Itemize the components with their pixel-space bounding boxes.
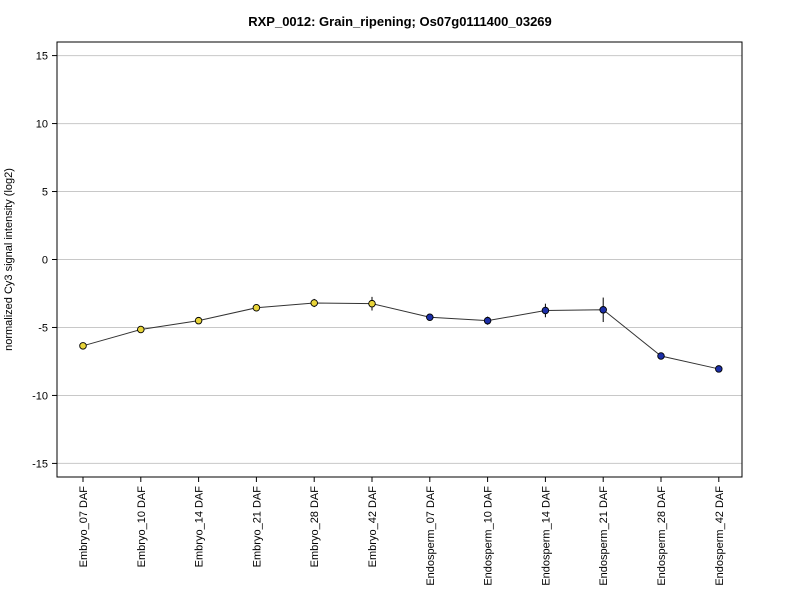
x-tick-label: Embryo_14 DAF (194, 486, 206, 568)
y-axis: 15 10 5 0 -5 -10 -15 (32, 51, 57, 470)
data-point (599, 306, 607, 314)
x-tick-label: Endosperm_28 DAF (656, 486, 668, 586)
x-tick-label: Endosperm_42 DAF (714, 486, 726, 586)
data-point (368, 299, 376, 308)
data-point (657, 352, 665, 360)
x-tick-label: Embryo_21 DAF (251, 486, 263, 568)
y-tick-label: 0 (42, 255, 48, 267)
y-tick-label: 15 (36, 51, 48, 63)
data-point (483, 316, 492, 325)
x-tick-label: Embryo_07 DAF (78, 486, 90, 568)
x-tick-label: Endosperm_10 DAF (483, 486, 495, 586)
data-point (426, 313, 434, 322)
series (79, 296, 723, 373)
plot-frame (56, 41, 743, 478)
x-tick-label: Endosperm_21 DAF (598, 486, 610, 586)
data-point (194, 316, 203, 325)
x-tick-label: Embryo_42 DAF (367, 486, 379, 568)
series-line (82, 302, 719, 370)
data-point (79, 342, 87, 350)
x-tick-label: Embryo_28 DAF (309, 486, 321, 568)
y-tick-label: -10 (32, 390, 48, 402)
data-point (310, 299, 318, 307)
data-point (137, 325, 145, 334)
x-tick-label: Endosperm_07 DAF (425, 486, 437, 586)
y-tick-label: 5 (42, 187, 48, 199)
data-point (252, 304, 261, 312)
data-point (715, 365, 723, 373)
x-axis: Embryo_07 DAF Embryo_10 DAF Embryo_14 DAF E… (78, 477, 726, 586)
grid-lines (57, 55, 742, 464)
y-tick-label: -5 (38, 322, 48, 334)
x-tick-label: Embryo_10 DAF (136, 486, 148, 568)
chart-title: RXP_0012: Grain_ripening; Os07g0111400_0… (248, 14, 552, 29)
x-tick-label: Endosperm_14 DAF (540, 486, 552, 586)
y-tick-label: -15 (32, 458, 48, 470)
y-tick-label: 10 (36, 119, 48, 131)
y-axis-label: normalized Cy3 signal intensity (log2) (3, 168, 15, 351)
data-point (541, 306, 550, 315)
